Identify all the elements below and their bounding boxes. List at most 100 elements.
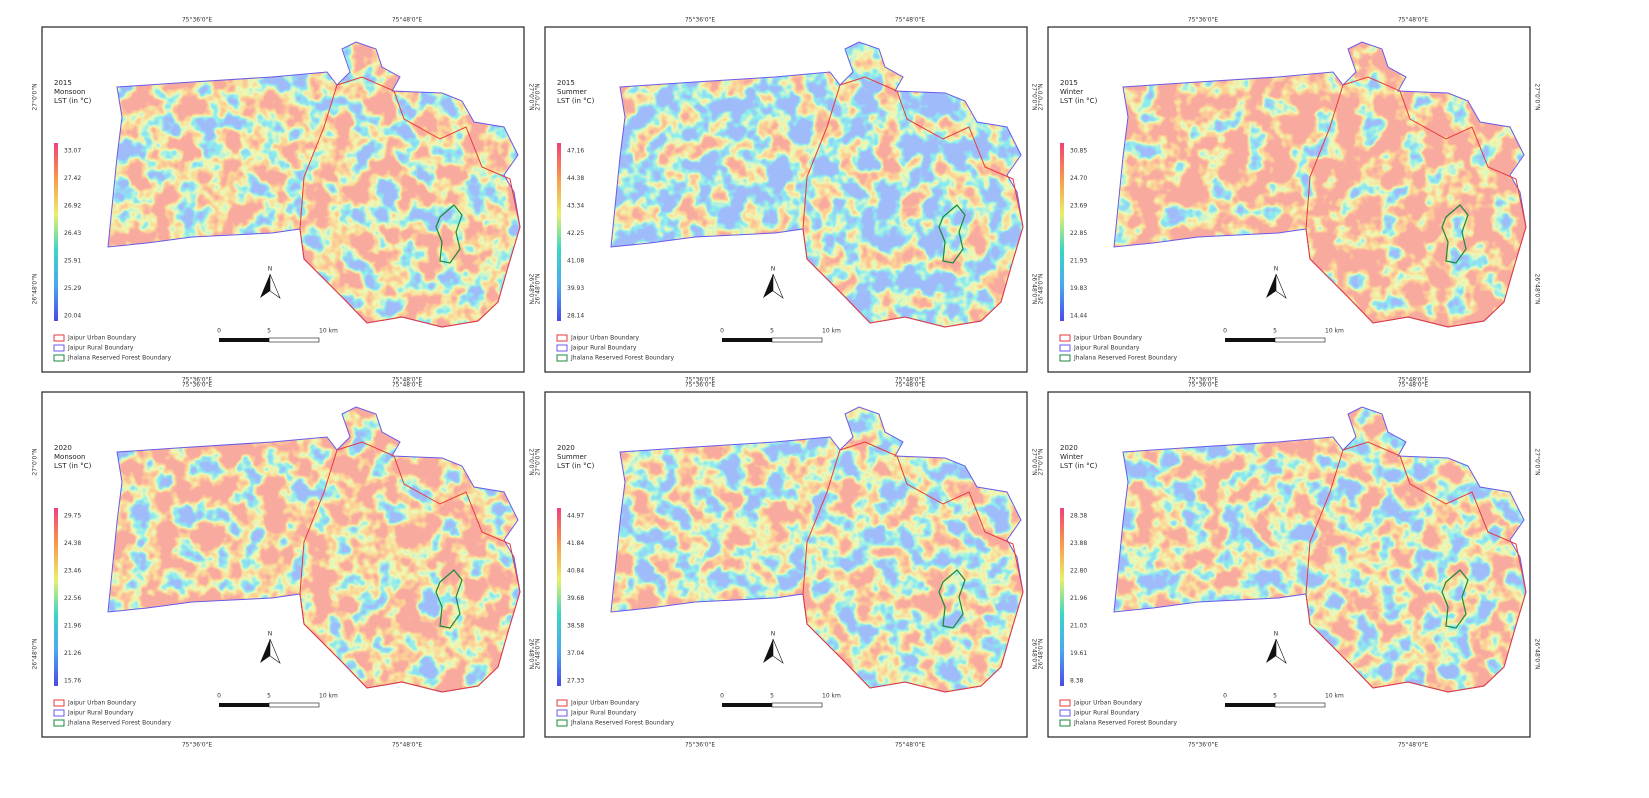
rural-boundary <box>107 406 521 693</box>
lon-label-bottom: 75°36'0"E <box>1188 742 1218 749</box>
forest-boundary <box>435 569 463 629</box>
legend-season: Monsoon <box>54 453 85 461</box>
legend-value: 41.08 <box>567 258 584 265</box>
lat-label-right: 27°0'0"N <box>1031 83 1038 110</box>
urban-boundary <box>802 441 1024 693</box>
lat-label-left: 27°0'0"N <box>1038 448 1045 475</box>
legend-value: 15.76 <box>64 678 81 685</box>
scale-label: 5 <box>1273 693 1277 700</box>
lat-label-left: 27°0'0"N <box>535 448 542 475</box>
legend-value: 21.93 <box>1070 258 1087 265</box>
lon-label-top: 75°36'0"E <box>685 382 715 389</box>
legend-value: 39.93 <box>567 285 584 292</box>
lon-label-top: 75°36'0"E <box>685 17 715 24</box>
legend-entry: Jaipur Urban Boundary <box>67 335 136 342</box>
legend-value: 27.42 <box>64 175 81 182</box>
rural-boundary <box>1113 41 1527 328</box>
legend-swatch <box>556 354 568 362</box>
legend-swatch <box>1059 344 1071 352</box>
lon-label-top: 75°36'0"E <box>182 17 212 24</box>
legend-entry: Jaipur Rural Boundary <box>570 710 637 717</box>
urban-boundary <box>1305 76 1527 328</box>
legend-value: 26.92 <box>64 203 81 210</box>
legend-value: 19.83 <box>1070 285 1087 292</box>
scale-label: 10 km <box>1325 693 1344 700</box>
legend-value: 44.38 <box>567 175 584 182</box>
urban-boundary <box>299 76 521 328</box>
legend-value: 25.29 <box>64 285 81 292</box>
lat-label-right: 27°0'0"N <box>1031 448 1038 475</box>
scale-label: 10 km <box>1325 328 1344 335</box>
lat-label-right: 26°48'0"N <box>528 274 535 305</box>
legend-season: Monsoon <box>54 88 85 96</box>
lat-label-left: 26°48'0"N <box>32 639 39 670</box>
rural-boundary <box>1113 406 1527 693</box>
legend-season: Summer <box>557 88 587 96</box>
legend-value: 21.96 <box>1070 595 1087 602</box>
legend-swatch <box>53 719 65 727</box>
scale-label: 10 km <box>319 328 338 335</box>
lat-label-right: 27°0'0"N <box>1534 448 1541 475</box>
legend-value: 22.80 <box>1070 568 1087 575</box>
scale-bar-white <box>1274 702 1326 708</box>
legend-value: 40.84 <box>567 568 584 575</box>
legend-entry: Jhalana Reserved Forest Boundary <box>1073 355 1177 362</box>
north-label: N <box>268 266 273 273</box>
legend-value: 24.70 <box>1070 175 1087 182</box>
legend-season: Winter <box>1060 88 1083 96</box>
lat-label-left: 26°48'0"N <box>1038 639 1045 670</box>
scale-label: 10 km <box>319 693 338 700</box>
legend-entry: Jaipur Urban Boundary <box>1073 335 1142 342</box>
legend-unit: LST (in °C) <box>1060 97 1098 105</box>
lon-label-bottom: 75°48'0"E <box>895 742 925 749</box>
legend-value: 27.33 <box>567 678 584 685</box>
legend-value: 23.69 <box>1070 203 1087 210</box>
legend-year: 2015 <box>1060 79 1078 87</box>
scale-label: 10 km <box>822 328 841 335</box>
legend-value: 39.68 <box>567 595 584 602</box>
legend-swatch <box>556 719 568 727</box>
scale-label: 0 <box>217 328 221 335</box>
lon-label-bottom: 75°36'0"E <box>685 742 715 749</box>
legend-entry: Jaipur Urban Boundary <box>67 700 136 707</box>
legend-entry: Jaipur Urban Boundary <box>570 335 639 342</box>
legend-entry: Jhalana Reserved Forest Boundary <box>67 355 171 362</box>
north-arrow-half <box>269 638 281 664</box>
legend-value: 28.14 <box>567 313 584 320</box>
legend-value: 42.25 <box>567 230 584 237</box>
legend-value: 19.61 <box>1070 650 1087 657</box>
lon-label-bottom: 75°36'0"E <box>685 377 715 384</box>
legend-season: Winter <box>1060 453 1083 461</box>
north-arrow-half <box>772 638 784 664</box>
lat-label-right: 26°48'0"N <box>1534 274 1541 305</box>
scale-bar-black <box>722 338 772 342</box>
lat-label-right: 26°48'0"N <box>1031 639 1038 670</box>
north-label: N <box>1274 631 1279 638</box>
legend-season: Summer <box>557 453 587 461</box>
scale-bar-white <box>771 337 823 343</box>
scale-bar-white <box>771 702 823 708</box>
legend-value: 30.85 <box>1070 148 1087 155</box>
lat-label-left: 26°48'0"N <box>32 274 39 305</box>
north-label: N <box>771 266 776 273</box>
legend-entry: Jaipur Rural Boundary <box>67 345 134 352</box>
urban-boundary <box>299 441 521 693</box>
color-bar <box>54 143 58 321</box>
legend-entry: Jaipur Rural Boundary <box>570 345 637 352</box>
scale-bar-white <box>268 702 320 708</box>
legend-value: 14.44 <box>1070 313 1087 320</box>
legend-value: 37.04 <box>567 650 584 657</box>
lon-label-top: 75°48'0"E <box>895 17 925 24</box>
north-label: N <box>268 631 273 638</box>
legend-swatch <box>556 709 568 717</box>
forest-boundary <box>1441 204 1469 264</box>
scale-bar-white <box>1274 337 1326 343</box>
rural-boundary <box>610 41 1024 328</box>
scale-bar-black <box>219 338 269 342</box>
scale-label: 5 <box>267 693 271 700</box>
lat-label-left: 27°0'0"N <box>32 448 39 475</box>
